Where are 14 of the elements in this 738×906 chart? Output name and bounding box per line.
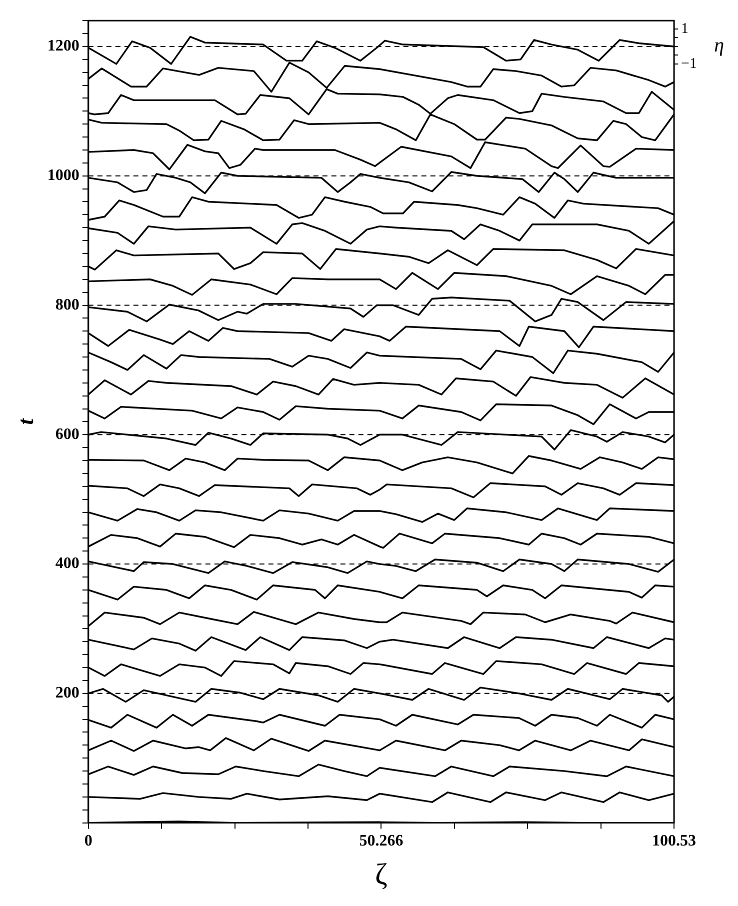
y-axis-title: t <box>12 418 38 425</box>
y-tick-label: 1000 <box>47 167 80 184</box>
x-axis-title: ζ <box>375 858 388 891</box>
x-tick-label: 50.266 <box>359 832 404 850</box>
y-tick-label: 400 <box>55 555 80 572</box>
x-tick-label: 100.53 <box>652 832 696 850</box>
y2-tick-label: −1 <box>681 56 698 72</box>
y2-axis-title: η <box>714 34 724 57</box>
x-tick-label: 0 <box>84 832 92 850</box>
y-tick-label: 200 <box>55 684 80 702</box>
y-tick-label: 1200 <box>47 38 80 55</box>
y-tick-label: 600 <box>55 426 80 443</box>
y-tick-label: 800 <box>55 296 80 314</box>
y2-tick-label: 1 <box>681 20 689 37</box>
